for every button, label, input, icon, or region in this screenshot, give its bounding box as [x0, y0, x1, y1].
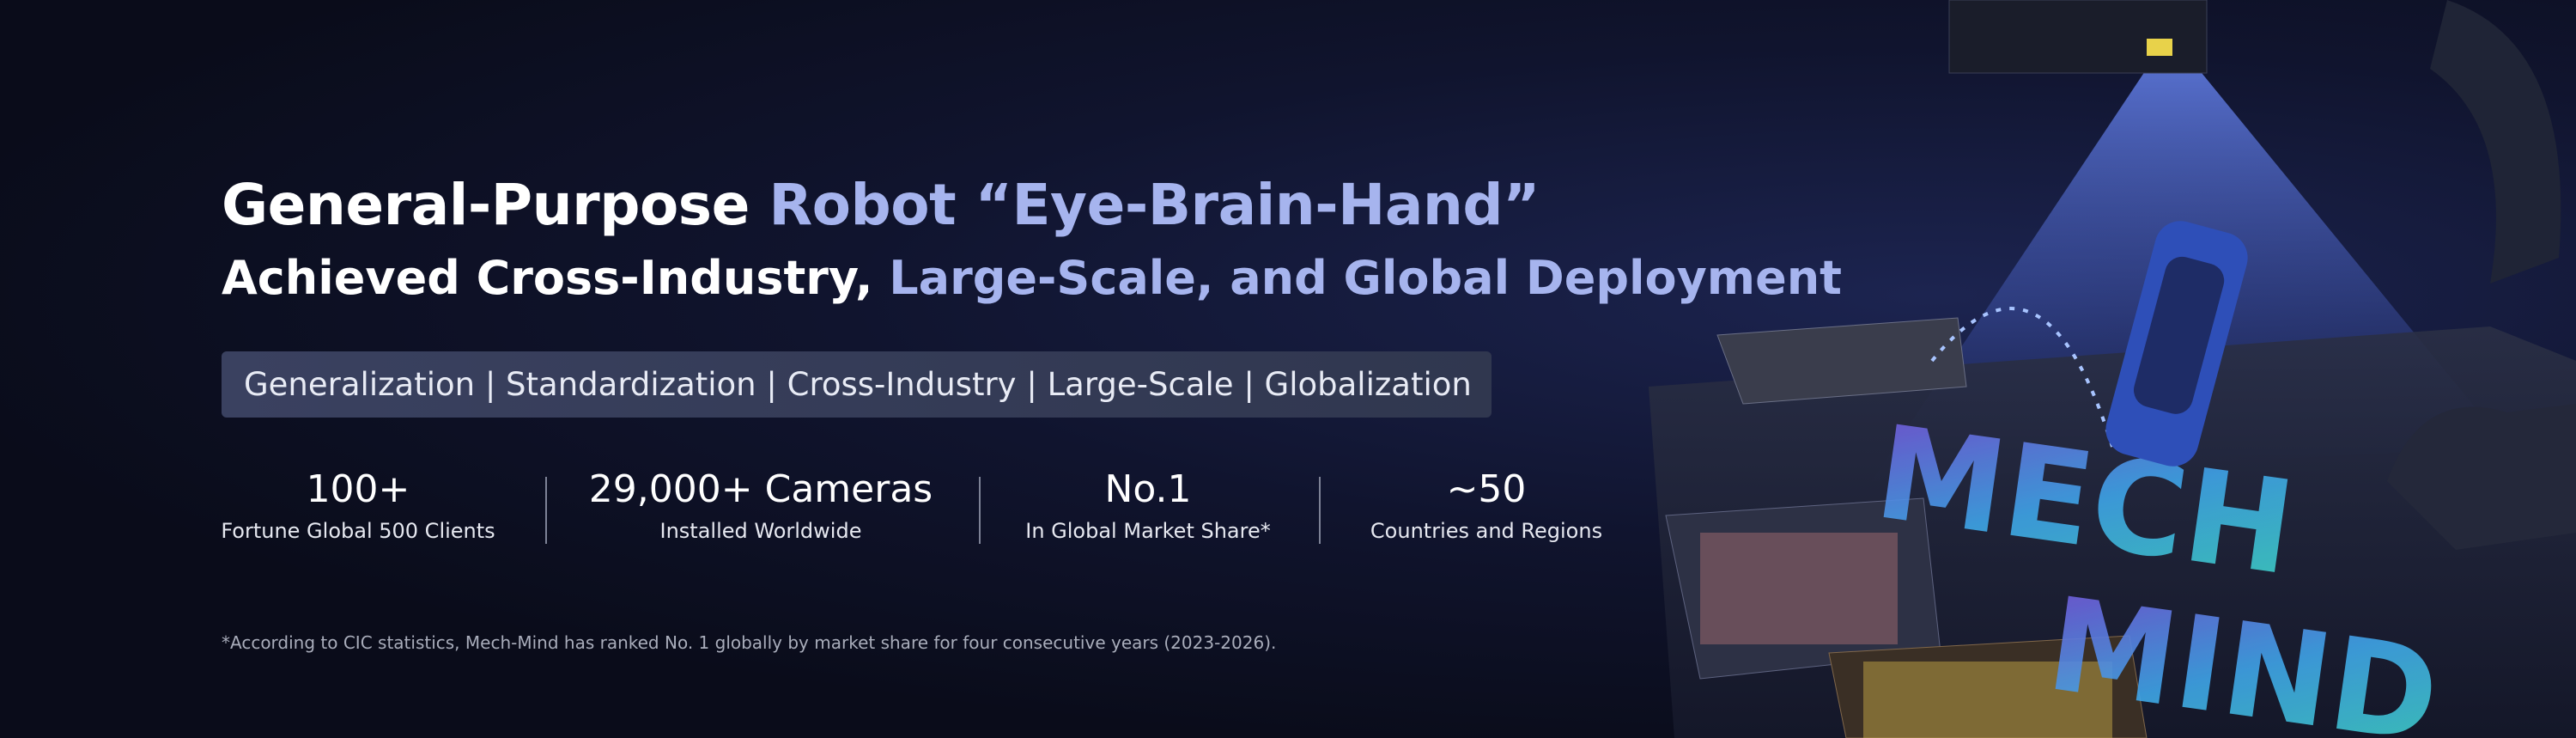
headline-highlight: Robot “Eye-Brain-Hand” [769, 172, 1540, 238]
headline-part: General-Purpose [222, 172, 750, 238]
headline-highlight: Large-Scale, and Global Deployment [889, 251, 1842, 305]
stat-label: Fortune Global 500 Clients [221, 519, 495, 543]
tagline: Generalization | Standardization | Cross… [222, 351, 1492, 418]
stat-label: Installed Worldwide [659, 519, 862, 543]
headline-line2: Achieved Cross-Industry, Large-Scale, an… [222, 251, 1842, 305]
stat-value: ~50 [1446, 467, 1527, 511]
headline-line1: General-Purpose Robot “Eye-Brain-Hand” [222, 172, 1540, 238]
stat-item: ~50 Countries and Regions [1289, 464, 1684, 546]
stat-value: 29,000+ Cameras [588, 467, 933, 511]
stat-label: Countries and Regions [1370, 519, 1603, 543]
stat-item: 29,000+ Cameras Installed Worldwide [563, 464, 958, 546]
stat-value: No.1 [1104, 467, 1192, 511]
stat-divider [1319, 477, 1321, 544]
stat-value: 100+ [306, 467, 410, 511]
stat-label: In Global Market Share* [1025, 519, 1271, 543]
stat-divider [545, 477, 547, 544]
footnote: *According to CIC statistics, Mech-Mind … [222, 632, 1277, 653]
stat-item: No.1 In Global Market Share* [951, 464, 1346, 546]
stat-item: 100+ Fortune Global 500 Clients [161, 464, 556, 546]
stat-divider [979, 477, 981, 544]
headline-part: Achieved Cross-Industry, [222, 251, 873, 305]
